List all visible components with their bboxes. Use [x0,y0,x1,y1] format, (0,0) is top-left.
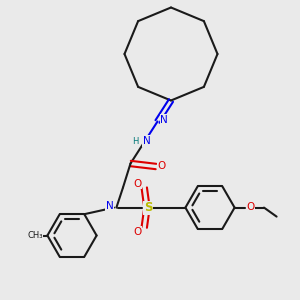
Text: N: N [160,115,168,125]
Text: O: O [158,160,166,171]
Text: N: N [142,136,150,146]
Text: S: S [144,201,152,214]
Text: N: N [106,201,114,211]
Text: CH₃: CH₃ [27,231,43,240]
Text: O: O [133,226,142,237]
Text: H: H [132,136,138,146]
Text: O: O [133,178,142,189]
Text: O: O [246,202,255,212]
